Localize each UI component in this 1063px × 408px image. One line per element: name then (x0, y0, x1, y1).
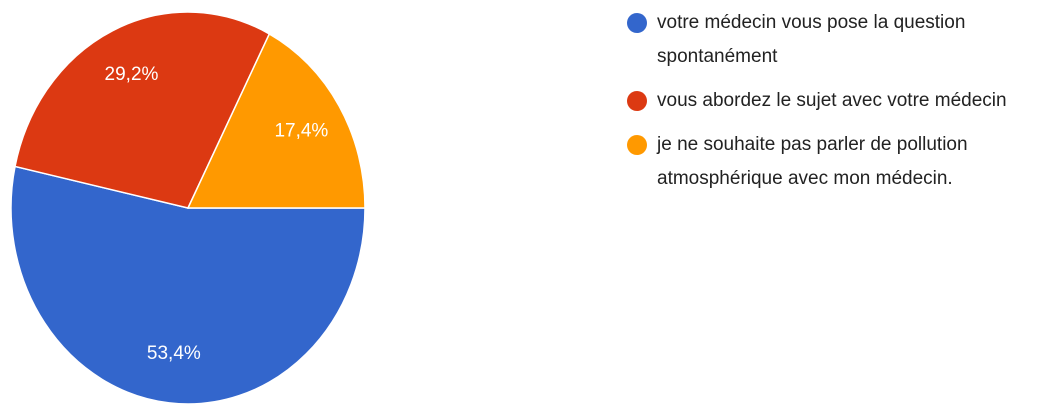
legend-label: votre médecin vous pose la question spon… (657, 12, 966, 67)
slice-label: 53,4% (147, 343, 201, 364)
slice-label: 17,4% (274, 121, 328, 142)
legend-swatch (627, 91, 647, 111)
pie-slice (186, 32, 366, 209)
legend-swatch (627, 13, 647, 33)
legend-label: vous abordez le sujet avec votre médecin (657, 90, 1007, 111)
legend-item: je ne souhaite pas parler de pollution a… (625, 128, 1055, 196)
chart: 53,4% 29,2% 17,4% (10, 11, 366, 405)
pie-slice (10, 165, 366, 405)
legend-swatch (627, 135, 647, 155)
pie-slice (14, 11, 271, 209)
legend-item: votre médecin vous pose la question spon… (625, 6, 1055, 74)
slice-label: 29,2% (105, 64, 159, 85)
legend: votre médecin vous pose la question spon… (625, 6, 1055, 206)
legend-item: vous abordez le sujet avec votre médecin (625, 84, 1055, 118)
legend-label: je ne souhaite pas parler de pollution a… (657, 134, 968, 189)
